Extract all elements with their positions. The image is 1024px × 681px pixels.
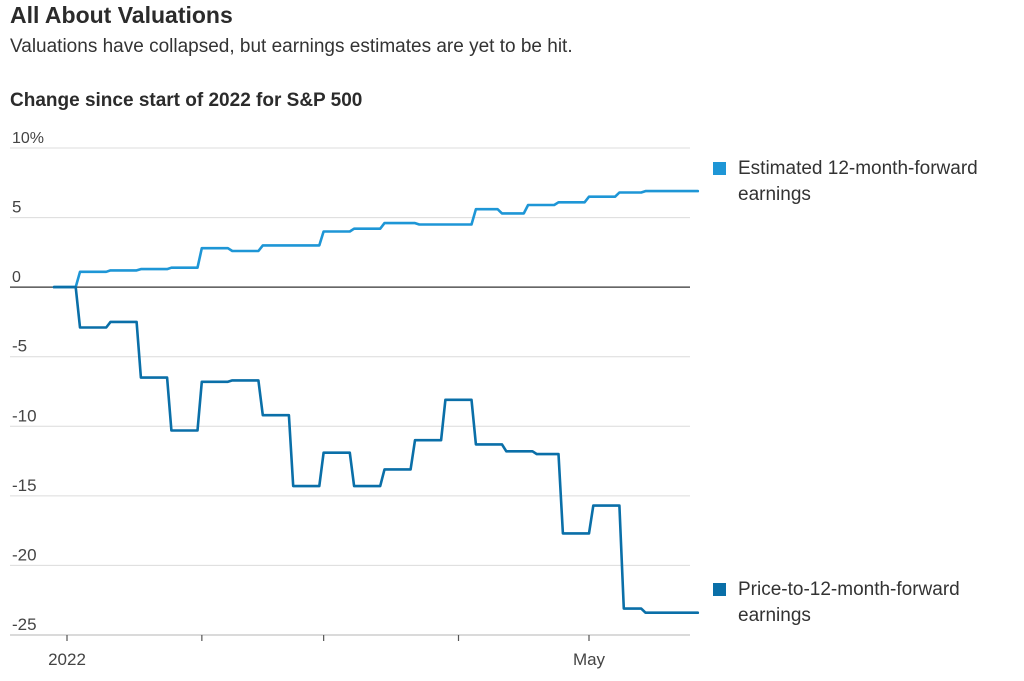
chart-subtitle: Valuations have collapsed, but earnings …	[10, 36, 573, 57]
y-tick-label: 10%	[12, 130, 44, 147]
y-tick-label: -25	[12, 615, 37, 634]
y-tick-label: 5	[12, 198, 21, 217]
legend-swatch-estimated-earnings	[713, 162, 726, 175]
x-axis: 2022 May	[48, 635, 606, 669]
series-line-estimated-earnings	[52, 189, 700, 289]
x-tick-label: May	[573, 650, 606, 669]
y-tick-label: -20	[12, 545, 37, 564]
y-tick-label: -15	[12, 476, 37, 495]
y-tick-label: 0	[12, 269, 21, 286]
legend-swatch-price-to-earnings	[713, 583, 726, 596]
x-tick-label: 2022	[48, 650, 86, 669]
legend-label-price-to-earnings: Price-to-12-month-forward earnings	[738, 579, 960, 626]
gridlines: 10% 5 0 -5 -10 -15 -20 -25	[10, 130, 690, 636]
legend-item-estimated-earnings: Estimated 12-month-forward earnings	[713, 156, 1018, 208]
chart-title: All About Valuations	[10, 2, 233, 28]
y-tick-label: -5	[12, 337, 27, 356]
chart-heading: Change since start of 2022 for S&P 500	[10, 90, 363, 111]
series-line-price-to-earnings	[52, 285, 700, 615]
legend-label-estimated-earnings: Estimated 12-month-forward earnings	[738, 158, 978, 205]
y-tick-label: -10	[12, 406, 37, 425]
legend-item-price-to-earnings: Price-to-12-month-forward earnings	[713, 577, 1018, 629]
series-lines	[52, 189, 700, 615]
